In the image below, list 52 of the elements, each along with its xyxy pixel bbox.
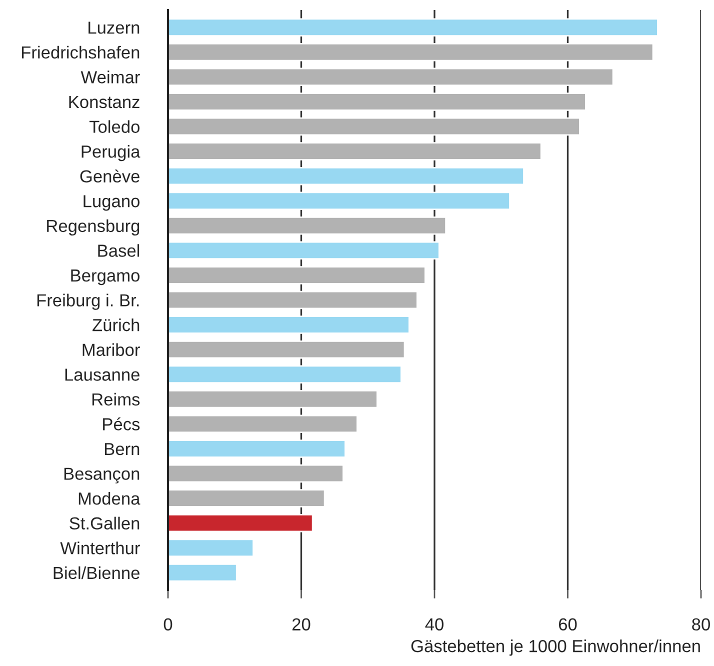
y-tick-label: Freiburg i. Br. <box>37 294 139 310</box>
bar <box>168 43 654 62</box>
y-tick-label: Regensburg <box>47 219 140 236</box>
bar <box>168 464 344 483</box>
y-tick-label: Bern <box>104 443 140 456</box>
x-tick-label: 0 <box>164 618 172 631</box>
bar <box>168 68 614 86</box>
y-tick-label: Luzern <box>88 22 140 34</box>
y-tick-label: Lausanne <box>65 368 140 381</box>
x-axis-title: Gästebetten je 1000 Einwohner/innen <box>411 640 700 656</box>
y-tick-label: Reims <box>92 392 140 406</box>
bar <box>168 365 402 384</box>
bar <box>168 316 410 334</box>
y-tick-label: Modena <box>78 492 140 505</box>
bar <box>168 390 378 408</box>
bar <box>168 117 580 136</box>
bar <box>168 340 406 359</box>
y-tick-label: Lugano <box>84 195 140 211</box>
bar <box>168 142 542 160</box>
y-tick-label: St.Gallen <box>70 516 140 530</box>
bar <box>168 514 314 532</box>
bar <box>168 564 238 582</box>
x-tick-label: 40 <box>425 618 444 631</box>
y-tick-label: Friedrichshafen <box>22 46 140 59</box>
bar <box>168 92 586 111</box>
x-tick-label: 80 <box>692 618 710 631</box>
bar <box>168 414 358 434</box>
bar <box>168 216 447 235</box>
y-tick-label: Genève <box>80 170 140 183</box>
bar <box>168 166 524 186</box>
bar <box>168 266 426 284</box>
y-tick-label: Maribor <box>82 343 140 356</box>
bar <box>168 241 440 260</box>
y-tick-label: Toledo <box>89 120 140 133</box>
y-tick-label: Weimar <box>80 70 140 84</box>
y-tick-label: Pécs <box>103 417 140 430</box>
y-tick-label: Winterthur <box>60 542 140 554</box>
y-tick-label: Besançon <box>64 468 140 484</box>
x-tick-label: 20 <box>292 618 310 631</box>
bar <box>168 440 346 458</box>
y-tick-label: Perugia <box>82 144 140 162</box>
bar <box>168 290 418 310</box>
y-tick-label: Bergamo <box>71 270 140 286</box>
bar <box>168 538 254 557</box>
bar <box>168 192 510 210</box>
y-tick-label: Konstanz <box>69 96 140 108</box>
y-tick-label: Basel <box>98 244 140 257</box>
y-tick-label: Zürich <box>92 318 140 332</box>
x-tick-label: 60 <box>558 618 577 631</box>
y-tick-label: Biel/Bienne <box>54 566 140 580</box>
bar <box>168 18 658 36</box>
bar <box>168 489 326 508</box>
